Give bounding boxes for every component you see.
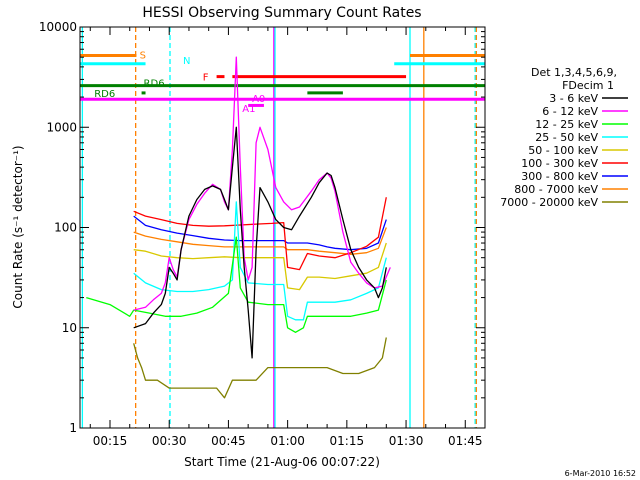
legend-label-7000-20000-kev: 7000 - 20000 keV: [500, 196, 598, 209]
legend-header-line2: FDecim 1: [562, 79, 614, 92]
x-tick-label-01-00: 01:00: [270, 434, 305, 448]
series-line-25-50-kev: [133, 201, 387, 321]
legend-label-25-50-kev: 25 - 50 keV: [535, 131, 598, 144]
y-tick-label-1000: 1000: [46, 120, 77, 134]
flag-label-a1-6: A1: [242, 104, 255, 115]
y-tick-label-10: 10: [62, 321, 77, 335]
legend-header-line1: Det 1,3,4,5,6,9,: [531, 66, 617, 79]
y-tick-label-10000: 10000: [39, 20, 77, 34]
series-line-6-12-kev: [133, 56, 391, 311]
series-line-7000-20000-kev: [133, 337, 387, 399]
legend-label-800-7000-kev: 800 - 7000 keV: [514, 183, 598, 196]
series-line-3-6-kev: [133, 126, 387, 359]
date-stamp: 6-Mar-2010 16:52: [565, 469, 636, 478]
x-tick-label-00-15: 00:15: [93, 434, 128, 448]
y-tick-label-100: 100: [54, 221, 77, 235]
flag-label-n-1: N: [183, 56, 190, 67]
flag-label-rd6-4: RD6: [94, 89, 115, 100]
x-tick-label-00-30: 00:30: [152, 434, 187, 448]
series-line-300-800-kev: [133, 215, 387, 251]
x-tick-label-00-45: 00:45: [211, 434, 246, 448]
x-tick-label-01-15: 01:15: [330, 434, 365, 448]
legend-label-6-12-kev: 6 - 12 keV: [542, 105, 598, 118]
flag-label-s-0: S: [140, 51, 146, 62]
flag-label-rd6-3: RD6: [144, 78, 165, 89]
y-axis-label: Count Rate (s⁻¹ detector⁻¹): [11, 145, 25, 308]
x-tick-label-01-45: 01:45: [448, 434, 483, 448]
legend-label-12-25-kev: 12 - 25 keV: [535, 118, 598, 131]
series-line-12-25-kev: [86, 236, 387, 333]
flag-label-f-2: F: [203, 73, 209, 84]
series-line-100-300-kev: [133, 197, 387, 271]
y-tick-label-1: 1: [69, 421, 77, 435]
flag-label-a0-5: A0: [252, 94, 265, 105]
x-tick-label-01-30: 01:30: [389, 434, 424, 448]
x-axis-label: Start Time (21-Aug-06 00:07:22): [184, 455, 380, 469]
chart-title: HESSI Observing Summary Count Rates: [142, 5, 421, 21]
axes: 1 10 100 1000 10000 00:15 00:30 00:45 01:00 01:15…: [39, 20, 486, 448]
legend-label-300-800-kev: 300 - 800 keV: [521, 170, 598, 183]
legend-label-100-300-kev: 100 - 300 keV: [521, 157, 598, 170]
legend-label-3-6-kev: 3 - 6 keV: [549, 92, 598, 105]
legend-label-50-100-kev: 50 - 100 keV: [528, 144, 598, 157]
